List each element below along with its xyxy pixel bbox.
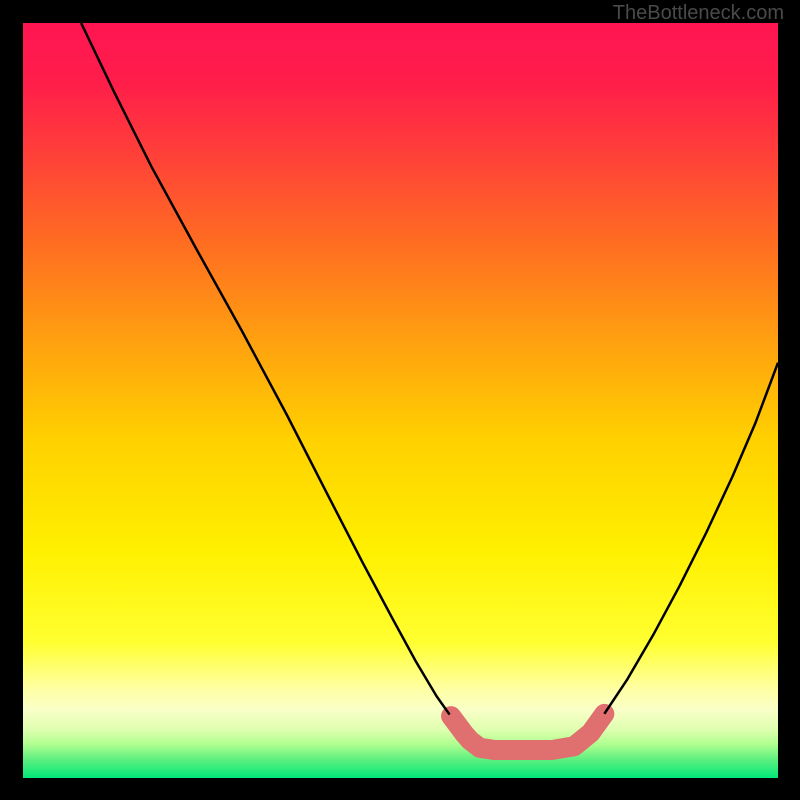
highlight-dot: [453, 722, 469, 738]
plot-svg: [23, 23, 778, 778]
watermark-text: TheBottleneck.com: [613, 2, 784, 25]
plot-area: [23, 23, 778, 778]
